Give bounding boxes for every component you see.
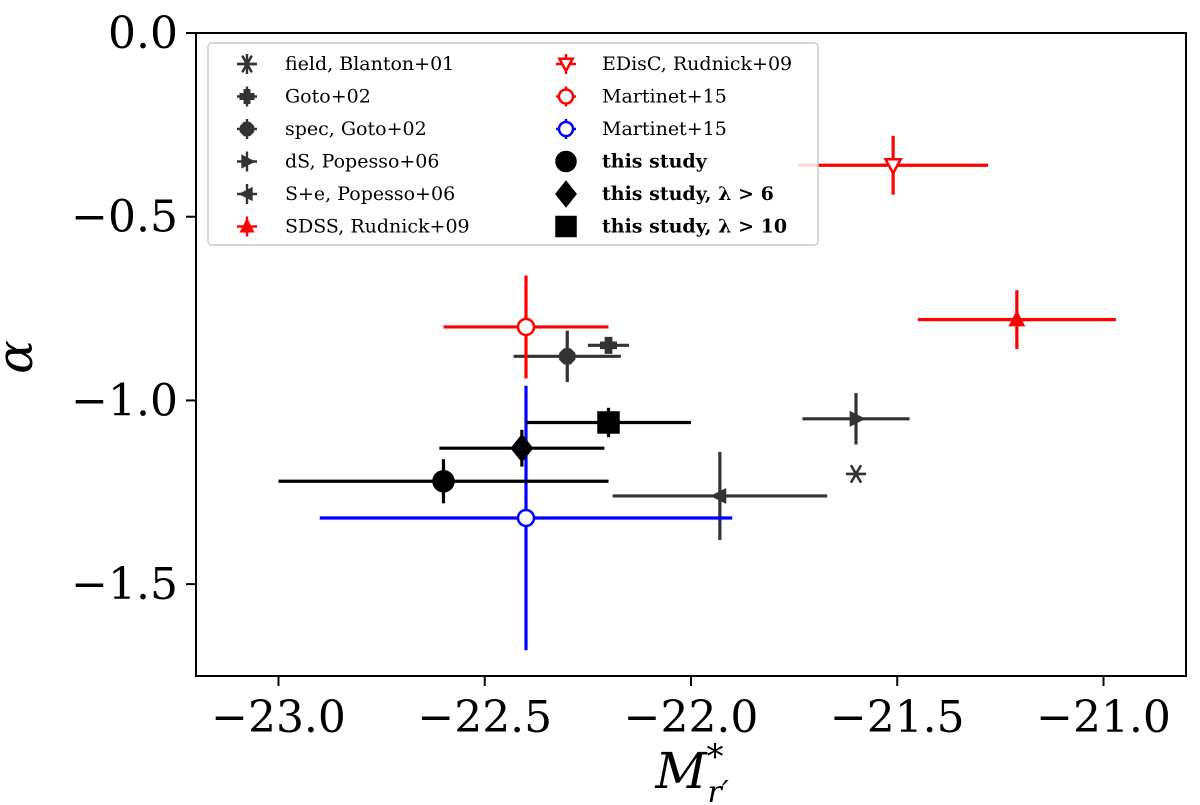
data-point-edisc-rudnick-09 <box>798 135 988 195</box>
legend-label: spec, Goto+02 <box>285 118 427 140</box>
legend-label: Goto+02 <box>285 86 371 108</box>
data-point-this-study-lambda-gt-10 <box>526 407 691 438</box>
x-axis-title: M* r′ <box>654 737 729 805</box>
legend-label: Martinet+15 <box>602 118 727 140</box>
legend-label: SDSS, Rudnick+09 <box>285 216 470 238</box>
legend-label: S+e, Popesso+06 <box>285 183 455 205</box>
legend-marker-triangle-left <box>238 186 253 202</box>
legend-label: this study <box>602 151 708 173</box>
legend-item-sdss-rudnick-09: SDSS, Rudnick+09 <box>237 216 470 238</box>
ticks-layer: −23.0 −22.5 −22.0 −21.5 −21.0 0.0 −0.5 −1.0 −1.5 <box>71 8 1171 743</box>
marker-plus-square <box>600 336 617 354</box>
data-point-martinet-15-blue <box>319 385 733 651</box>
legend-marker-diamond <box>555 180 577 208</box>
data-layer <box>278 135 1116 651</box>
data-point-sdss-rudnick-09 <box>917 290 1116 349</box>
y-tick-label: −0.5 <box>71 192 178 243</box>
legend-item-ds-popesso-06: dS, Popesso+06 <box>237 151 439 173</box>
x-axis-title-sub: r′ <box>708 775 729 805</box>
legend-item-edisc-rudnick-09: EDisC, Rudnick+09 <box>556 53 792 75</box>
x-tick-label: −23.0 <box>211 692 346 743</box>
x-axis-title-sup: * <box>707 737 724 777</box>
legend-item-spec-goto-02: spec, Goto+02 <box>237 118 427 140</box>
marker-octagon <box>559 348 576 365</box>
data-point-this-study <box>278 459 609 504</box>
data-point-ds-popesso-06 <box>802 393 910 445</box>
marker-triangle-right <box>849 410 866 427</box>
legend-item-this-study-lambda-gt-6: this study, λ > 6 <box>555 180 774 208</box>
svg-text:M*r′: M* r′ <box>654 737 729 805</box>
data-point-field-blanton-01 <box>845 464 867 484</box>
legend-item-field-blanton-01: field, Blanton+01 <box>237 53 454 75</box>
legend-item-martinet-15: Martinet+15 <box>556 86 727 108</box>
legend-marker-circle <box>557 120 575 138</box>
legend-label: this study, λ > 6 <box>602 183 774 205</box>
legend-marker-circle <box>557 88 575 105</box>
legend-marker-octagon <box>239 121 255 137</box>
legend-marker-asterisk <box>237 55 257 73</box>
legend-marker-triangle-right <box>241 154 256 169</box>
x-tick-label: −22.5 <box>417 692 552 743</box>
x-tick-label: −22.0 <box>624 692 759 743</box>
legend-label: EDisC, Rudnick+09 <box>602 53 792 75</box>
marker-triangle-left <box>710 487 727 504</box>
legend-label: field, Blanton+01 <box>285 53 454 75</box>
marker-circle <box>432 470 455 493</box>
data-point-this-study-lambda-gt-6 <box>439 429 605 467</box>
data-point-martinet-15-red <box>443 275 609 379</box>
legend-item-goto-02: Goto+02 <box>237 86 371 108</box>
x-axis-title-main: M <box>654 742 708 800</box>
legend-marker-triangle-up <box>239 217 255 233</box>
legend-item-s-e-popesso-06: S+e, Popesso+06 <box>237 183 455 205</box>
legend: field, Blanton+01 Goto+02 spec, Goto+02 dS,… <box>207 42 819 246</box>
marker-triangle-down <box>883 158 903 176</box>
marker-square <box>597 411 620 434</box>
x-tick-label: −21.5 <box>830 692 965 743</box>
marker-circle <box>516 508 536 528</box>
legend-marker-circle <box>555 150 577 173</box>
marker-asterisk <box>845 464 867 484</box>
y-tick-label: −1.0 <box>71 375 178 426</box>
legend-item-martinet-15: Martinet+15 <box>556 118 727 140</box>
y-axis-title: α <box>0 340 44 374</box>
legend-box <box>207 42 819 246</box>
legend-item-this-study: this study <box>555 150 708 173</box>
legend-marker-triangle-down <box>557 57 575 74</box>
x-tick-label: −21.0 <box>1036 692 1171 743</box>
legend-label: this study, λ > 10 <box>602 216 787 238</box>
marker-diamond <box>510 433 534 463</box>
marker-circle <box>516 317 536 337</box>
legend-marker-plus-square <box>239 89 255 104</box>
y-tick-label: −1.5 <box>71 559 178 610</box>
y-tick-label: 0.0 <box>108 8 178 59</box>
legend-label: dS, Popesso+06 <box>285 151 439 173</box>
legend-label: Martinet+15 <box>602 86 727 108</box>
legend-marker-square <box>555 215 577 238</box>
data-point-spec-goto-02 <box>513 330 621 383</box>
data-point-goto-02 <box>587 336 630 354</box>
marker-triangle-up <box>1008 309 1026 327</box>
legend-item-this-study-lambda-gt-10: this study, λ > 10 <box>555 215 787 238</box>
data-point-s-e-popesso-06 <box>612 451 828 541</box>
